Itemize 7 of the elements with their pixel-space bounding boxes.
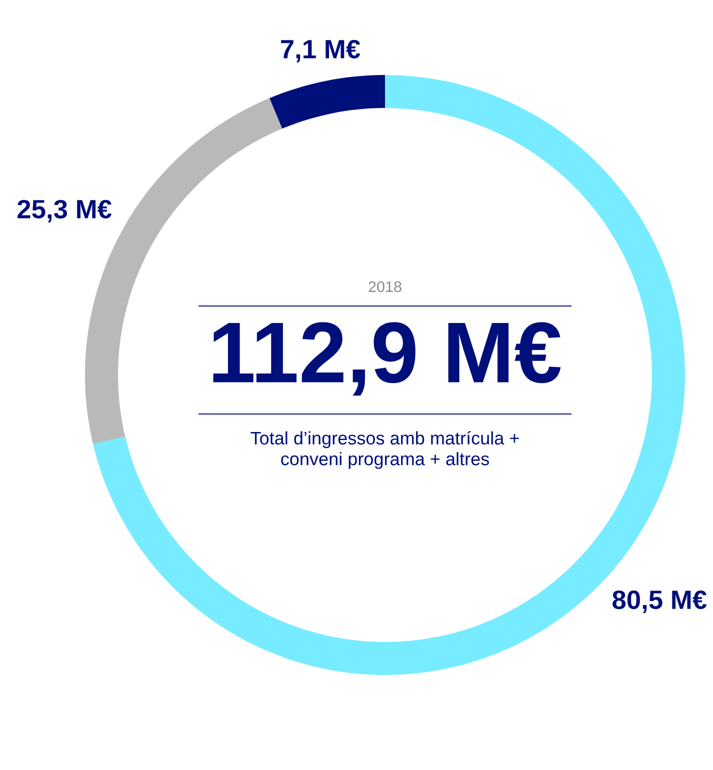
text: Total d’ingressos amb matrícula + conveni programa + altres bbox=[250, 431, 519, 469]
data-label: 25,3 M€ bbox=[18, 200, 112, 222]
data-label: 80,5 M€ bbox=[612, 590, 707, 613]
text: 2018 bbox=[368, 281, 402, 292]
text: 112,9 M€ bbox=[213, 322, 561, 396]
data-label: 7,1 M€ bbox=[281, 40, 360, 62]
donut-slice bbox=[270, 75, 385, 129]
